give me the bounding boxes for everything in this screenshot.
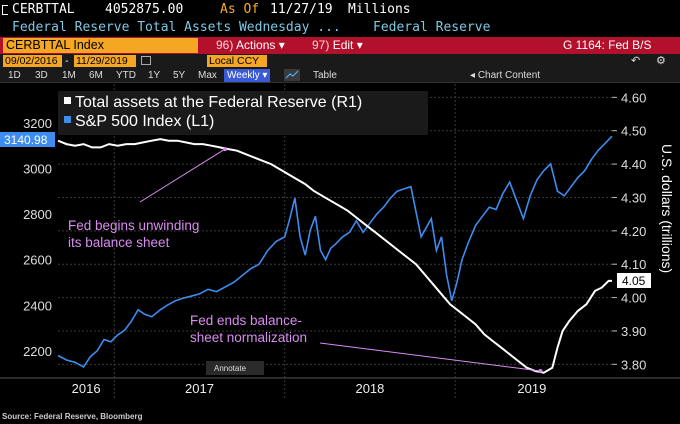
line-chart-icon[interactable]: [284, 69, 300, 81]
last-spx-value: 3140.98: [4, 133, 48, 147]
as-of-label: As Of: [220, 2, 260, 17]
tab-1d[interactable]: 1D: [8, 70, 21, 81]
annotation-text: Fed ends balance-: [190, 313, 302, 328]
left-tick-label: 2800: [23, 207, 52, 222]
right-tick-label: 4.50: [621, 124, 646, 139]
units-label: Millions: [348, 2, 411, 17]
annotation-text: sheet normalization: [190, 330, 307, 345]
legend-swatch-fed: [64, 97, 71, 104]
currency-field[interactable]: Local CCY: [207, 55, 267, 67]
right-tick-label: 3.80: [621, 357, 646, 372]
tab-ytd[interactable]: YTD: [116, 70, 136, 81]
left-tick-label: 2600: [23, 253, 52, 268]
source-name: Federal Reserve: [373, 20, 491, 35]
function-label: G 1164: Fed B/S: [563, 38, 652, 52]
annotation-point: [538, 368, 543, 373]
left-axis: 2200 2400 2600 2800 3000 3200: [23, 116, 52, 359]
actions-menu[interactable]: 96) Actions ▾: [216, 37, 285, 54]
left-tick-label: 2400: [23, 298, 52, 313]
undo-arrow-icon[interactable]: ↶: [631, 55, 641, 67]
annotations: Fed begins unwinding its balance sheet Fed…: [68, 147, 543, 373]
calendar-icon[interactable]: [141, 56, 151, 65]
chart-content-label: Chart Content: [477, 70, 541, 81]
x-tick-label: 2016: [72, 381, 101, 396]
x-tick-label: 2017: [185, 381, 214, 396]
legend-label-fed: Total assets at the Federal Reserve (R1): [75, 94, 362, 111]
ticker-symbol: CERBTTAL: [12, 2, 75, 17]
right-tick-label: 4.30: [621, 190, 646, 205]
table-button[interactable]: Table: [313, 70, 337, 81]
date-bar: 09/02/2016 - 11/29/2019 Local CCY ↶ ⚙: [0, 54, 680, 68]
chevron-down-icon: ▾: [356, 38, 363, 52]
annotation-text: its balance sheet: [68, 235, 170, 250]
tab-1m[interactable]: 1M: [62, 70, 76, 81]
right-axis: 3.80 3.90 4.00 4.10 4.20 4.30 4.40 4.50 4.60: [612, 90, 646, 372]
right-tick-label: 4.00: [621, 291, 646, 306]
tab-6m[interactable]: 6M: [89, 70, 103, 81]
tab-1y[interactable]: 1Y: [148, 70, 161, 81]
annotation-arrow: [139, 148, 226, 203]
series-spx-line: [57, 135, 613, 368]
legend-label-spx: S&P 500 Index (L1): [75, 113, 214, 130]
legend-swatch-spx: [64, 116, 71, 123]
x-tick-label: 2018: [355, 381, 384, 396]
source-footer: Source: Federal Reserve, Bloomberg: [2, 412, 143, 421]
right-tick-label: 4.20: [621, 224, 646, 239]
annotate-label: Annotate: [214, 364, 247, 373]
date-separator: -: [65, 55, 69, 67]
annotation-arrow: [319, 342, 541, 372]
start-date-field[interactable]: 09/02/2016: [3, 55, 62, 67]
security-description: Federal Reserve Total Assets Wednesday .…: [12, 20, 341, 35]
legend-box: [58, 91, 428, 135]
security-field[interactable]: CERBTTAL Index: [3, 38, 198, 53]
right-axis-label: U.S. dollars (trillions): [659, 144, 675, 273]
security-header: CERBTTAL 4052875.00 As Of 11/27/19 Milli…: [0, 0, 680, 20]
right-tick-label: 3.90: [621, 324, 646, 339]
left-tick-label: 2200: [23, 344, 52, 359]
left-tick-label: 3200: [23, 116, 52, 131]
last-spx-flag: [0, 132, 55, 147]
last-fed-value: 4.05: [622, 274, 646, 288]
left-tick-label: 3000: [23, 161, 52, 176]
tab-5y[interactable]: 5Y: [173, 70, 186, 81]
chevron-left-icon: ◂: [470, 70, 478, 81]
x-axis: 2016 2017 2018 2019: [72, 381, 547, 396]
chart-content-button[interactable]: ◂ Chart Content: [470, 68, 540, 83]
last-fed-flag: [617, 273, 651, 288]
frequency-dropdown[interactable]: Weekly ▾: [224, 69, 271, 82]
description-row: Federal Reserve Total Assets Wednesday .…: [0, 19, 680, 37]
edit-number: 97): [312, 38, 330, 52]
last-value: 4052875.00: [105, 2, 184, 17]
gear-icon[interactable]: ⚙: [656, 55, 666, 67]
annotation-text: Fed begins unwinding: [68, 218, 199, 233]
series-fed-line: [57, 138, 612, 374]
period-bar: 1D 3D 1M 6M YTD 1Y 5Y Max Weekly ▾ Table…: [0, 68, 680, 83]
annotate-button[interactable]: [206, 361, 264, 375]
edit-label: Edit: [332, 38, 354, 52]
chevron-down-icon: ▾: [278, 38, 285, 52]
edit-menu[interactable]: 97) Edit ▾: [312, 37, 363, 54]
chart-area[interactable]: Total assets at the Federal Reserve (R1)…: [0, 84, 680, 414]
tab-3d[interactable]: 3D: [35, 70, 48, 81]
frequency-label: Weekly: [227, 70, 260, 81]
actions-label: Actions: [236, 38, 276, 52]
right-tick-label: 4.40: [621, 157, 646, 172]
tab-max[interactable]: Max: [198, 70, 217, 81]
x-tick-label: 2019: [517, 381, 546, 396]
bracket-icon: [2, 5, 8, 15]
command-bar: CERBTTAL Index 96) Actions ▾ 97) Edit ▾ …: [0, 37, 680, 54]
actions-number: 96): [216, 38, 234, 52]
annotation-point: [223, 147, 228, 152]
right-tick-label: 4.10: [621, 257, 646, 272]
as-of-date: 11/27/19: [270, 2, 333, 17]
right-tick-label: 4.60: [621, 90, 646, 105]
end-date-field[interactable]: 11/29/2019: [74, 55, 136, 67]
